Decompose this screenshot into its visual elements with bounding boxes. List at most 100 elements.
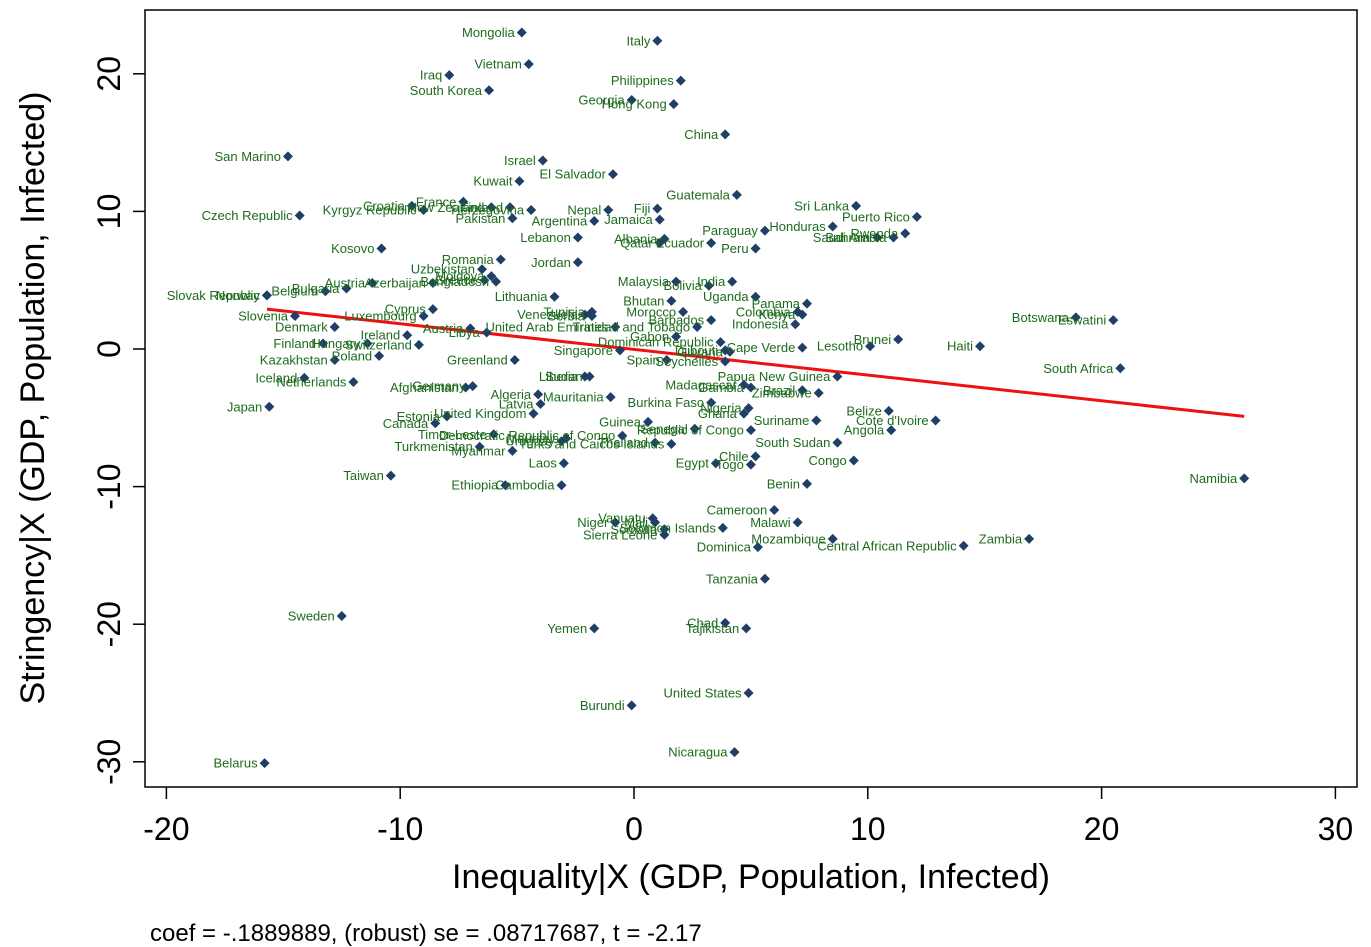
point-label: Kuwait <box>473 174 512 189</box>
point-label: Laos <box>529 456 558 471</box>
data-point <box>706 315 716 325</box>
regression-note: coef = -.1889889, (robust) se = .0871768… <box>150 920 702 947</box>
data-point <box>264 402 274 412</box>
data-point <box>802 299 812 309</box>
data-point <box>727 277 737 287</box>
point-label: Togo <box>716 457 744 472</box>
data-point <box>337 611 347 621</box>
point-label: Sudan <box>545 369 583 384</box>
data-point <box>732 190 742 200</box>
point-label: Uganda <box>703 289 749 304</box>
data-point <box>814 388 824 398</box>
point-label: Poland <box>332 348 372 363</box>
point-label: Jamaica <box>604 212 653 227</box>
data-point <box>589 623 599 633</box>
point-label: Lithuania <box>495 289 549 304</box>
y-axis: -30 -20 -10 0 10 20 <box>91 56 145 785</box>
point-label: Lebanon <box>520 230 571 245</box>
point-label: Germany <box>412 379 466 394</box>
data-point <box>374 351 384 361</box>
point-label: Vietnam <box>474 57 521 72</box>
data-point <box>386 471 396 481</box>
data-point <box>589 216 599 226</box>
point-label: South Sudan <box>755 435 830 450</box>
point-label: Cape Verde <box>727 340 796 355</box>
point-label: Kyrgyz Republic <box>323 203 417 218</box>
data-point <box>550 292 560 302</box>
point-label: Puerto Rico <box>842 209 910 224</box>
point-label: Israel <box>504 153 536 168</box>
point-label: Singapore <box>554 343 613 358</box>
data-point <box>608 169 618 179</box>
x-tick-label: 10 <box>850 811 886 847</box>
data-point <box>760 574 770 584</box>
data-point <box>1115 363 1125 373</box>
data-point <box>295 211 305 221</box>
point-label: Ethiopia <box>451 478 499 493</box>
x-tick-label: 20 <box>1084 811 1120 847</box>
point-label: Italy <box>627 33 651 48</box>
point-label: Guatemala <box>666 187 730 202</box>
x-axis-title: Inequality|X (GDP, Population, Infected) <box>452 858 1050 896</box>
data-point <box>330 322 340 332</box>
point-label: Seychelles <box>655 354 718 369</box>
data-point <box>1239 473 1249 483</box>
data-point <box>849 455 859 465</box>
data-point <box>414 340 424 350</box>
point-label: Namibia <box>1190 471 1238 486</box>
data-point <box>893 334 903 344</box>
point-label: Tanzania <box>706 571 759 586</box>
point-label: Pakistan <box>456 211 506 226</box>
point-label: Egypt <box>676 456 710 471</box>
y-tick-label: 10 <box>91 194 127 230</box>
point-label: Iraq <box>420 68 442 83</box>
point-label: Zambia <box>979 531 1023 546</box>
point-label: El Salvador <box>539 167 606 182</box>
y-tick-label: -10 <box>91 463 127 509</box>
data-point <box>706 238 716 248</box>
data-point <box>931 416 941 426</box>
data-point <box>832 438 842 448</box>
data-point <box>744 688 754 698</box>
data-point <box>1024 534 1034 544</box>
data-point <box>741 623 751 633</box>
data-point <box>793 517 803 527</box>
point-label: Czech Republic <box>202 208 294 223</box>
point-label: San Marino <box>214 149 280 164</box>
point-label: Hong Kong <box>602 97 667 112</box>
y-tick-label: 0 <box>91 340 127 358</box>
data-point <box>557 480 567 490</box>
data-point <box>655 215 665 225</box>
point-label: Mauritania <box>543 390 604 405</box>
point-label: Burundi <box>580 698 625 713</box>
point-label: Indonesia <box>732 317 789 332</box>
point-label: Nicaragua <box>668 745 728 760</box>
point-label: Bolivia <box>664 278 703 293</box>
data-point <box>573 233 583 243</box>
point-label: Haiti <box>947 339 973 354</box>
x-tick-label: -10 <box>377 811 423 847</box>
point-label: Yemen <box>547 621 587 636</box>
point-label: Dominica <box>697 540 752 555</box>
point-label: Burkina Faso <box>628 395 705 410</box>
point-label: Qatar <box>620 236 653 251</box>
point-label: Guinea <box>599 414 642 429</box>
data-point <box>514 176 524 186</box>
point-label: Zimbabwe <box>752 386 812 401</box>
data-point <box>484 85 494 95</box>
point-label: Netherlands <box>276 375 347 390</box>
point-label: Belgium <box>271 284 318 299</box>
data-point <box>559 458 569 468</box>
point-label: Finland <box>273 336 316 351</box>
data-point <box>730 747 740 757</box>
point-label: Belarus <box>214 756 259 771</box>
point-label: Jordan <box>531 255 571 270</box>
point-label: Sweden <box>288 608 335 623</box>
data-point <box>900 228 910 238</box>
data-point <box>538 155 548 165</box>
data-point <box>769 505 779 515</box>
point-label: Lesotho <box>817 339 863 354</box>
data-point <box>718 523 728 533</box>
point-label: Cambodia <box>495 478 555 493</box>
point-label: Sierra Leone <box>583 527 657 542</box>
